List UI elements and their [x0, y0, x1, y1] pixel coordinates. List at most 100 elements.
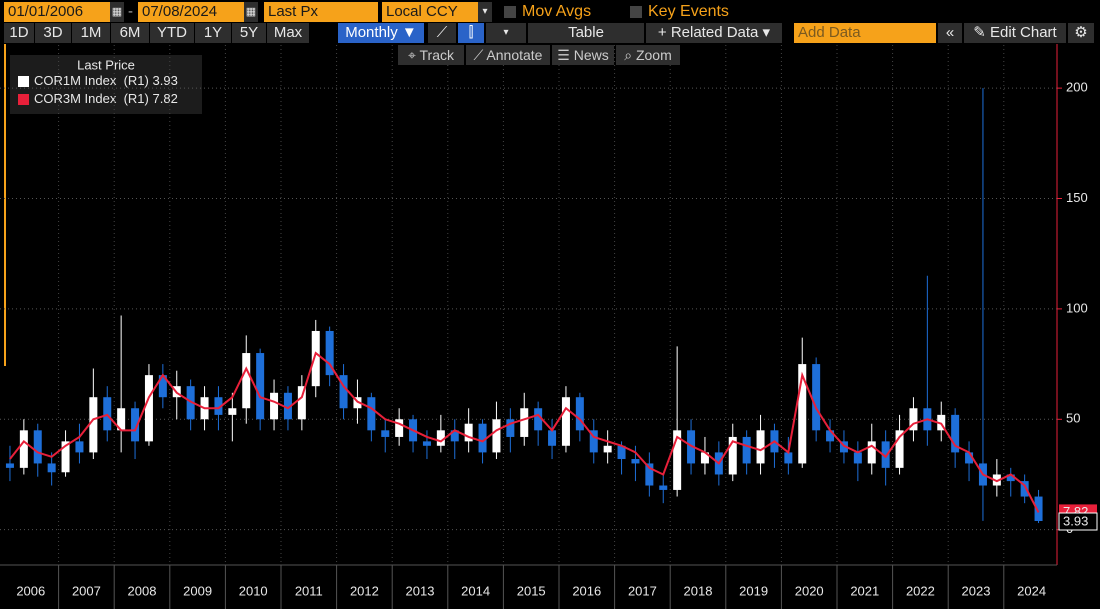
x-tick-label: 2022 [906, 583, 935, 598]
y-tick-label: 150 [1066, 190, 1088, 205]
x-tick-label: 2010 [239, 583, 268, 598]
period-button[interactable]: 6M [111, 23, 149, 43]
related-data[interactable]: + Related Data ▾ [646, 23, 782, 43]
x-tick-label: 2008 [128, 583, 157, 598]
edit-chart[interactable]: ✎ Edit Chart [964, 23, 1066, 43]
candle-body [47, 463, 56, 473]
mov-avgs[interactable]: Mov Avgs [522, 3, 592, 20]
collapse[interactable]: « [938, 23, 962, 43]
tool-button[interactable]: ⟋ Annotate [466, 45, 550, 65]
candle-body [89, 397, 98, 453]
candle-body [700, 452, 709, 464]
candle-body [561, 397, 570, 446]
period-button[interactable]: YTD [150, 23, 194, 43]
candle-icon[interactable]: ⫿ [458, 23, 484, 43]
table-button[interactable]: Table [528, 23, 644, 43]
x-tick-label: 2014 [461, 583, 490, 598]
legend-swatch [18, 76, 29, 87]
checkbox[interactable] [630, 6, 642, 18]
candle-body [867, 441, 876, 464]
tool-button[interactable]: ⌖ Track [398, 45, 464, 65]
x-tick-label: 2023 [962, 583, 991, 598]
candle-body [311, 330, 320, 387]
x-tick-label: 2024 [1017, 583, 1046, 598]
candle-body [395, 419, 404, 437]
period-button[interactable]: Max [267, 23, 309, 43]
candle-body [617, 445, 626, 460]
candle-body [742, 436, 751, 464]
settings[interactable]: ⚙ [1068, 23, 1094, 43]
x-tick-label: 2015 [517, 583, 546, 598]
legend-title: Last Price [77, 57, 135, 72]
candle-body [645, 463, 654, 486]
candle-body [75, 441, 84, 453]
period-button[interactable]: 5Y [232, 23, 266, 43]
candle-body [131, 408, 140, 442]
candle-body [19, 430, 28, 468]
legend-value: 7.82 [153, 91, 178, 106]
period-button[interactable]: 1M [72, 23, 110, 43]
legend-label: COR1M Index (R1) 3.93 [34, 73, 178, 88]
tool-button[interactable]: ⌕ Zoom [616, 45, 680, 65]
y-tick-label: 200 [1066, 80, 1088, 95]
candle-body [325, 330, 334, 376]
candle-body [436, 430, 445, 446]
chart-type-dropdown[interactable]: ▾ [486, 23, 526, 43]
x-tick-label: 2013 [406, 583, 435, 598]
candle-body [270, 392, 279, 420]
candle-body [895, 430, 904, 468]
x-tick-label: 2019 [739, 583, 768, 598]
x-tick-label: 2011 [295, 583, 323, 598]
candle-body [283, 392, 292, 420]
legend-name: COR3M Index (R1) [34, 91, 149, 106]
candle-body [422, 441, 431, 446]
period-button[interactable]: 3D [35, 23, 71, 43]
x-tick-label: 2016 [572, 583, 601, 598]
line-icon[interactable]: ⟋ [428, 23, 456, 43]
legend-value: 3.93 [153, 73, 178, 88]
line [9, 351, 1040, 513]
x-tick-label: 2006 [16, 583, 45, 598]
candle-body [673, 430, 682, 490]
tool-button[interactable]: ☰ News [552, 45, 614, 65]
tool-label: Annotate [486, 47, 543, 63]
candle-body [61, 441, 70, 473]
field-select[interactable]: Last Px [264, 2, 378, 22]
candle-body [951, 414, 960, 453]
candle-body [826, 430, 835, 442]
currency-select[interactable]: Local CCY [382, 2, 484, 22]
key-events[interactable]: Key Events [648, 3, 729, 20]
end-date[interactable]: 07/08/2024 [138, 2, 246, 22]
candle-body [575, 397, 584, 431]
calendar-icon[interactable]: ▦ [110, 2, 124, 22]
candle-body [492, 419, 501, 453]
currency-dropdown[interactable]: ▾ [478, 2, 492, 22]
candle-body [909, 408, 918, 431]
add-data[interactable]: Add Data [794, 23, 936, 43]
period-button[interactable]: 1Y [195, 23, 231, 43]
candle-body [228, 408, 237, 415]
candle-body [367, 397, 376, 431]
x-tick-label: 2018 [684, 583, 713, 598]
candle-body [603, 445, 612, 453]
candle-body [1020, 481, 1029, 497]
calendar-icon[interactable]: ▦ [244, 2, 258, 22]
candle-body [881, 441, 890, 468]
candle-body [144, 375, 153, 442]
candle-body [464, 423, 473, 442]
candle-body [450, 430, 459, 442]
start-date[interactable]: 01/01/2006 [4, 2, 112, 22]
legend [10, 55, 202, 114]
checkbox[interactable] [504, 6, 516, 18]
frequency[interactable]: Monthly ▼ [338, 23, 424, 43]
candle-body [214, 397, 223, 415]
candle-body [756, 430, 765, 464]
x-tick-label: 2009 [183, 583, 212, 598]
date-dash: - [128, 3, 133, 20]
y-tick-label: 50 [1066, 411, 1080, 426]
legend-name: COR1M Index (R1) [34, 73, 149, 88]
candle-body [812, 364, 821, 431]
period-button[interactable]: 1D [4, 23, 34, 43]
candle-body [158, 375, 167, 398]
